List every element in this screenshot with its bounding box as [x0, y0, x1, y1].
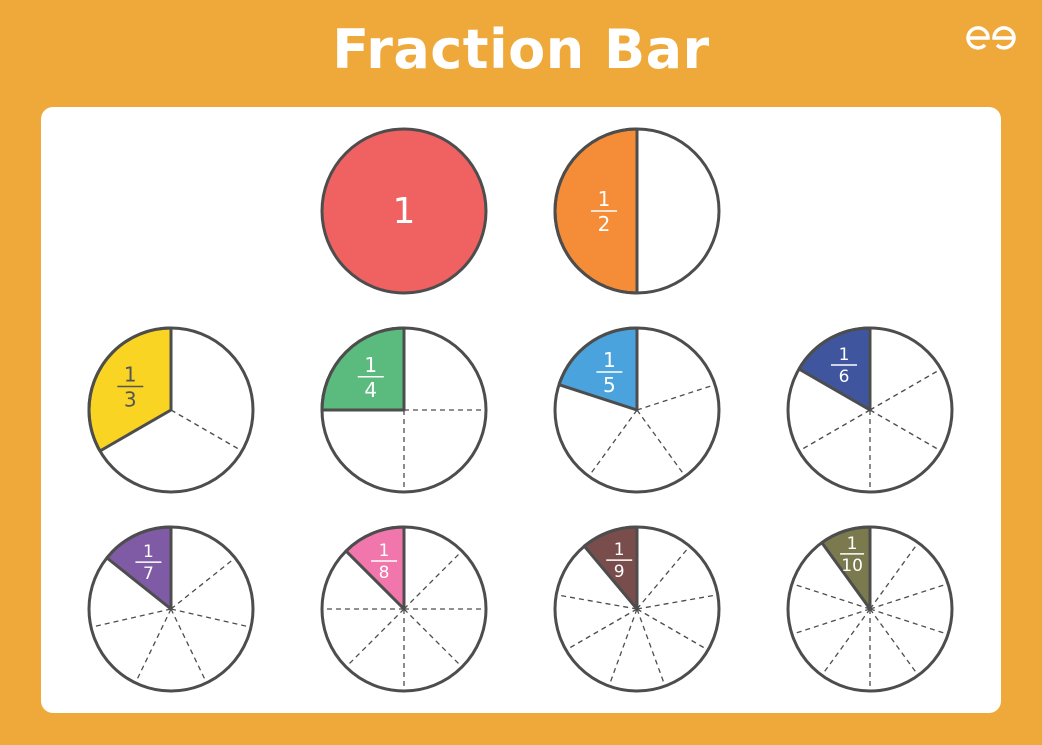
division-line — [869, 368, 942, 411]
numerator: 1 — [603, 348, 616, 372]
division-line — [170, 608, 252, 628]
denominator: 3 — [124, 388, 137, 412]
denominator: 9 — [614, 562, 625, 582]
fraction-circle-1-8: 18 — [320, 525, 488, 693]
circle-outline — [553, 525, 721, 693]
division-line — [636, 594, 718, 610]
division-line — [345, 608, 405, 668]
division-line — [636, 608, 709, 651]
division-line — [636, 409, 686, 477]
fraction-circle-1-5: 15 — [553, 326, 721, 494]
numerator: 1 — [124, 363, 137, 387]
denominator: 10 — [841, 556, 863, 576]
circle-outline — [320, 525, 488, 693]
division-line — [869, 409, 942, 452]
fraction-circle-1-7: 17 — [87, 525, 255, 693]
division-line — [556, 594, 638, 610]
division-line — [869, 608, 919, 676]
division-line — [791, 583, 871, 610]
division-line — [403, 550, 463, 610]
fraction-circle-1-9: 19 — [553, 525, 721, 693]
circle-outline — [87, 525, 255, 693]
fraction-circle-whole: 1 — [320, 127, 488, 295]
fraction-circle-1-4: 14 — [320, 326, 488, 494]
numerator: 1 — [379, 541, 390, 561]
circle-background — [322, 129, 486, 293]
division-line — [90, 608, 172, 628]
denominator: 8 — [379, 563, 390, 583]
circle-outline — [87, 326, 255, 494]
denominator: 6 — [839, 367, 850, 387]
numerator: 1 — [847, 534, 858, 554]
circle-outline — [786, 326, 954, 494]
circle-outline — [320, 326, 488, 494]
division-line — [798, 409, 871, 452]
division-line — [608, 608, 638, 687]
division-line — [791, 608, 871, 635]
division-line — [869, 542, 919, 610]
numerator: 1 — [614, 540, 625, 560]
circle-outline — [786, 525, 954, 693]
denominator: 2 — [598, 212, 611, 236]
gfg-logo — [964, 24, 1018, 56]
division-line — [170, 409, 243, 452]
division-line — [821, 608, 871, 676]
division-line — [636, 384, 716, 411]
numerator: 1 — [839, 345, 850, 365]
division-line — [588, 409, 638, 477]
fraction-circle-1-6: 16 — [786, 326, 954, 494]
circle-outline — [320, 127, 488, 295]
fraction-circle-1-10: 110 — [786, 525, 954, 693]
division-line — [636, 608, 666, 687]
numerator: 1 — [364, 353, 377, 377]
denominator: 5 — [603, 373, 616, 397]
division-line — [134, 608, 172, 684]
division-line — [170, 557, 236, 610]
numerator: 1 — [598, 187, 611, 211]
page-title: Fraction Bar — [332, 18, 710, 81]
fraction-circle-1-2: 12 — [553, 127, 721, 295]
division-line — [636, 545, 691, 610]
division-line — [869, 583, 949, 610]
circle-outline — [553, 326, 721, 494]
division-line — [403, 608, 463, 668]
denominator: 7 — [143, 564, 154, 584]
denominator: 4 — [364, 378, 377, 402]
division-line — [170, 608, 208, 684]
circle-outline — [553, 127, 721, 295]
fraction-circle-1-3: 13 — [87, 326, 255, 494]
division-line — [565, 608, 638, 651]
numerator: 1 — [143, 542, 154, 562]
fraction-label: 1 — [393, 191, 416, 232]
division-line — [869, 608, 949, 635]
